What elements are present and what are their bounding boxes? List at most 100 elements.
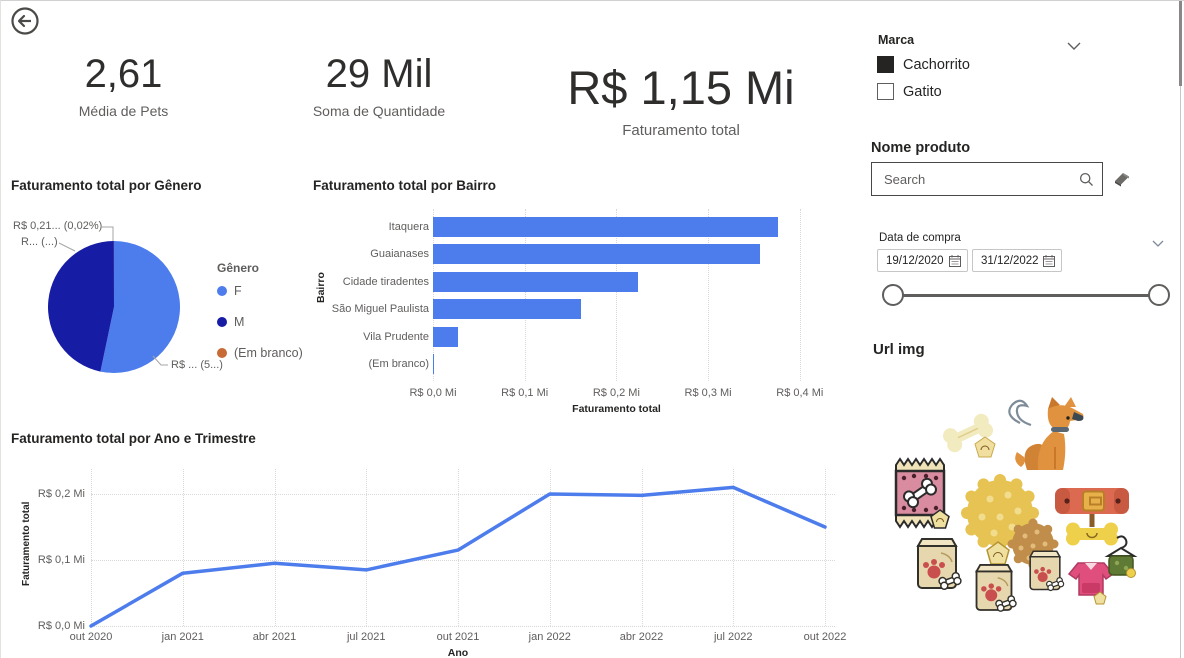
kibble-bag-illustration bbox=[916, 538, 962, 590]
x-tick-label: jul 2022 bbox=[713, 631, 753, 643]
bar-São Miguel Paulista[interactable] bbox=[433, 299, 581, 320]
collar-illustration bbox=[1055, 488, 1129, 546]
gridline bbox=[458, 469, 459, 626]
legend-item-(Em branco)[interactable]: (Em branco) bbox=[217, 346, 303, 360]
data-compra-chevron-icon[interactable] bbox=[1152, 234, 1164, 252]
pie-chart: R$ 0,21... (0,02%) R... (...) R$ ... (5...… bbox=[9, 199, 309, 399]
back-button[interactable] bbox=[11, 7, 39, 35]
kpi-value: 29 Mil bbox=[325, 52, 433, 96]
gridline bbox=[549, 469, 551, 626]
product-search-input[interactable] bbox=[882, 170, 1079, 188]
legend-label: (Em branco) bbox=[234, 346, 303, 360]
kpi-card-faturamento-total: R$ 1,15 Mi Faturamento total bbox=[546, 61, 816, 140]
calendar-icon[interactable] bbox=[949, 254, 961, 267]
gridline bbox=[825, 469, 826, 626]
checkbox-label: Gatito bbox=[903, 83, 942, 100]
bar-category-label: Guaianases bbox=[370, 248, 429, 261]
url-img-title: Url img bbox=[873, 341, 925, 358]
kpi-card-soma-quantidade: 29 Mil Soma de Quantidade bbox=[289, 52, 469, 119]
gridline bbox=[366, 469, 368, 626]
marca-slicer-title: Marca bbox=[878, 33, 915, 47]
legend-dot bbox=[217, 317, 227, 327]
line-chart: Faturamento total Ano out 2020 jan 2021 ab… bbox=[9, 426, 861, 658]
bar-(Em branco)[interactable] bbox=[433, 354, 434, 374]
x-tick-label: R$ 0,1 Mi bbox=[501, 387, 549, 399]
cookies-illustration bbox=[961, 474, 1059, 570]
date-range-slider-track[interactable] bbox=[893, 294, 1159, 297]
snack-packet-illustration bbox=[894, 457, 950, 529]
hanging-item-illustration bbox=[1104, 535, 1138, 578]
nome-produto-title: Nome produto bbox=[871, 140, 971, 156]
x-tick-label: abr 2021 bbox=[252, 631, 297, 643]
bar-Vila Prudente[interactable] bbox=[433, 326, 458, 347]
x-tick-label: abr 2022 bbox=[619, 631, 664, 643]
pet-jacket-illustration bbox=[1067, 562, 1115, 605]
bar-Itaquera[interactable] bbox=[433, 217, 778, 237]
page-scrollbar-thumb[interactable] bbox=[1179, 1, 1182, 86]
pie-slice-F[interactable] bbox=[100, 241, 181, 373]
marca-option-cachorrito[interactable]: Cachorrito bbox=[877, 56, 970, 73]
end-date-value: 31/12/2022 bbox=[981, 254, 1039, 267]
bar-Cidade tiradentes[interactable] bbox=[433, 271, 639, 292]
gridline bbox=[708, 209, 710, 381]
start-date-input[interactable]: 19/12/2020 bbox=[877, 249, 968, 272]
bar-category-label: Vila Prudente bbox=[363, 330, 429, 343]
legend-dot bbox=[217, 348, 227, 358]
gridline bbox=[616, 209, 618, 381]
line-x-axis-title: Ano bbox=[447, 647, 469, 658]
page-scrollbar-track[interactable] bbox=[1180, 1, 1181, 658]
line-chart-title: Faturamento total por Ano e Trimestre bbox=[11, 431, 256, 446]
bar-chart-title: Faturamento total por Bairro bbox=[313, 178, 497, 193]
legend-title: Gênero bbox=[217, 261, 260, 275]
kibble-bag-illustration bbox=[974, 563, 1017, 612]
legend-item-F[interactable]: F bbox=[217, 284, 303, 298]
bone-illustration bbox=[942, 413, 994, 453]
line-y-axis-title: Faturamento total bbox=[21, 501, 32, 586]
pie-chart-title: Faturamento total por Gênero bbox=[11, 178, 202, 193]
kpi-value: R$ 1,15 Mi bbox=[567, 61, 795, 114]
bar-category-label: Cidade tiradentes bbox=[342, 275, 429, 288]
gridline bbox=[433, 209, 434, 381]
dog-illustration bbox=[1008, 397, 1084, 470]
gridline bbox=[91, 626, 835, 627]
pet-products-image bbox=[881, 393, 1141, 650]
bar-y-axis-title: Bairro bbox=[315, 272, 327, 303]
y-tick-label: R$ 0,2 Mi bbox=[37, 488, 85, 500]
gridline bbox=[182, 469, 184, 626]
bar-chart: Bairro Faturamento total R$ 0,0 Mi R$ 0,1… bbox=[311, 173, 861, 421]
pie-slice-M[interactable] bbox=[48, 241, 114, 372]
search-icon[interactable] bbox=[1079, 172, 1094, 187]
kpi-value: 2,61 bbox=[84, 52, 163, 96]
x-tick-label: R$ 0,4 Mi bbox=[776, 387, 824, 399]
legend-item-M[interactable]: M bbox=[217, 315, 303, 329]
bar-category-label: (Em branco) bbox=[368, 358, 429, 370]
x-tick-label: R$ 0,0 Mi bbox=[409, 387, 457, 399]
date-range-slider-handle-end[interactable] bbox=[1148, 284, 1170, 306]
pie-data-label: R$ 0,21... (0,02%) bbox=[13, 220, 103, 232]
legend-label: M bbox=[234, 315, 245, 329]
y-tick-label: R$ 0,1 Mi bbox=[37, 554, 85, 566]
gridline bbox=[524, 209, 526, 381]
kpi-label: Média de Pets bbox=[78, 103, 169, 119]
clear-filter-eraser-icon[interactable] bbox=[1112, 170, 1131, 192]
gridline bbox=[641, 469, 643, 626]
x-tick-label: out 2020 bbox=[69, 631, 113, 643]
x-tick-label: jan 2022 bbox=[528, 631, 571, 643]
marca-option-gatito[interactable]: Gatito bbox=[877, 83, 942, 100]
date-range-slider-handle-start[interactable] bbox=[882, 284, 904, 306]
tag-illustration bbox=[974, 436, 996, 458]
kibble-bag-illustration bbox=[1028, 550, 1065, 592]
x-tick-label: out 2022 bbox=[803, 631, 847, 643]
gridline bbox=[91, 469, 92, 626]
calendar-icon[interactable] bbox=[1043, 254, 1055, 267]
checkbox-gatito[interactable] bbox=[877, 83, 894, 100]
data-compra-title: Data de compra bbox=[879, 232, 961, 244]
end-date-input[interactable]: 31/12/2022 bbox=[972, 249, 1062, 272]
product-search-box[interactable] bbox=[871, 162, 1103, 196]
pie-data-label: R... (...) bbox=[21, 236, 58, 248]
marca-collapse-chevron-icon[interactable] bbox=[1067, 37, 1081, 55]
checkbox-cachorrito[interactable] bbox=[877, 56, 894, 73]
bar-category-label: Itaquera bbox=[388, 221, 429, 233]
legend-label: F bbox=[234, 284, 242, 298]
bar-Guaianases[interactable] bbox=[433, 244, 761, 265]
